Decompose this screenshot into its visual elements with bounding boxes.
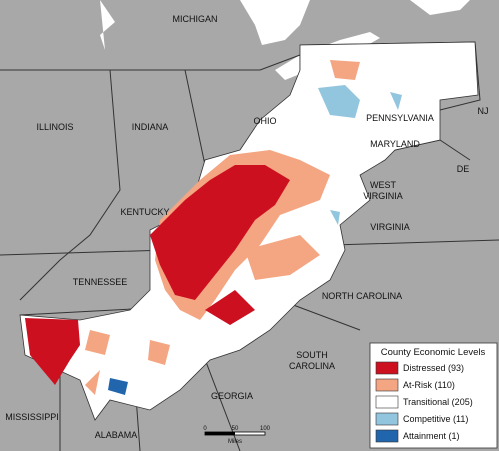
state-label: WEST (370, 180, 397, 190)
legend-label: Transitional (205) (403, 397, 473, 407)
state-label: KENTUCKY (120, 207, 169, 217)
lake-ontario (410, 0, 470, 15)
attainment-area (108, 378, 128, 395)
competitive-area (318, 85, 402, 225)
state-label: ILLINOIS (36, 122, 73, 132)
state-label: INDIANA (132, 122, 169, 132)
distressed-area (25, 318, 80, 385)
state-label: DE (457, 164, 470, 174)
state-label: MICHIGAN (173, 14, 218, 24)
state-label: VIRGINIA (363, 191, 403, 201)
legend-label: At-Risk (110) (403, 380, 455, 390)
legend-label: Competitive (11) (403, 414, 468, 424)
legend-label: Distressed (93) (403, 363, 464, 373)
state-label: ALABAMA (95, 430, 138, 440)
legend-swatch (375, 378, 399, 392)
scale-label: 0 (203, 426, 207, 432)
state-label: MISSISSIPPI (5, 412, 59, 422)
state-label: VIRGINIA (370, 222, 410, 232)
state-label: PENNSYLVANIA (366, 113, 434, 123)
scale-label: 50 (232, 426, 239, 432)
distressed-area (205, 290, 255, 325)
legend-swatch (375, 395, 399, 409)
legend-swatch (375, 429, 399, 443)
at-risk-area (245, 235, 320, 280)
distressed-area (150, 165, 290, 300)
state-label: MARYLAND (370, 139, 420, 149)
scale-bar (205, 432, 235, 435)
legend-swatch (375, 412, 399, 426)
state-label: TENNESSEE (73, 277, 128, 287)
lake-huron (240, 0, 310, 45)
lake (100, 0, 115, 50)
legend-swatch (375, 361, 399, 375)
state-label: GEORGIA (211, 391, 253, 401)
scale-unit: Miles (228, 439, 242, 445)
state-label: SOUTH (296, 350, 328, 360)
legend-title: County Economic Levels (381, 347, 486, 358)
legend-label: Attainment (1) (403, 431, 460, 441)
state-label: NJ (478, 106, 489, 116)
scale-label: 100 (260, 426, 271, 432)
state-label: OHIO (253, 116, 276, 126)
state-label: CAROLINA (289, 361, 335, 371)
state-label: NORTH CAROLINA (322, 291, 402, 301)
